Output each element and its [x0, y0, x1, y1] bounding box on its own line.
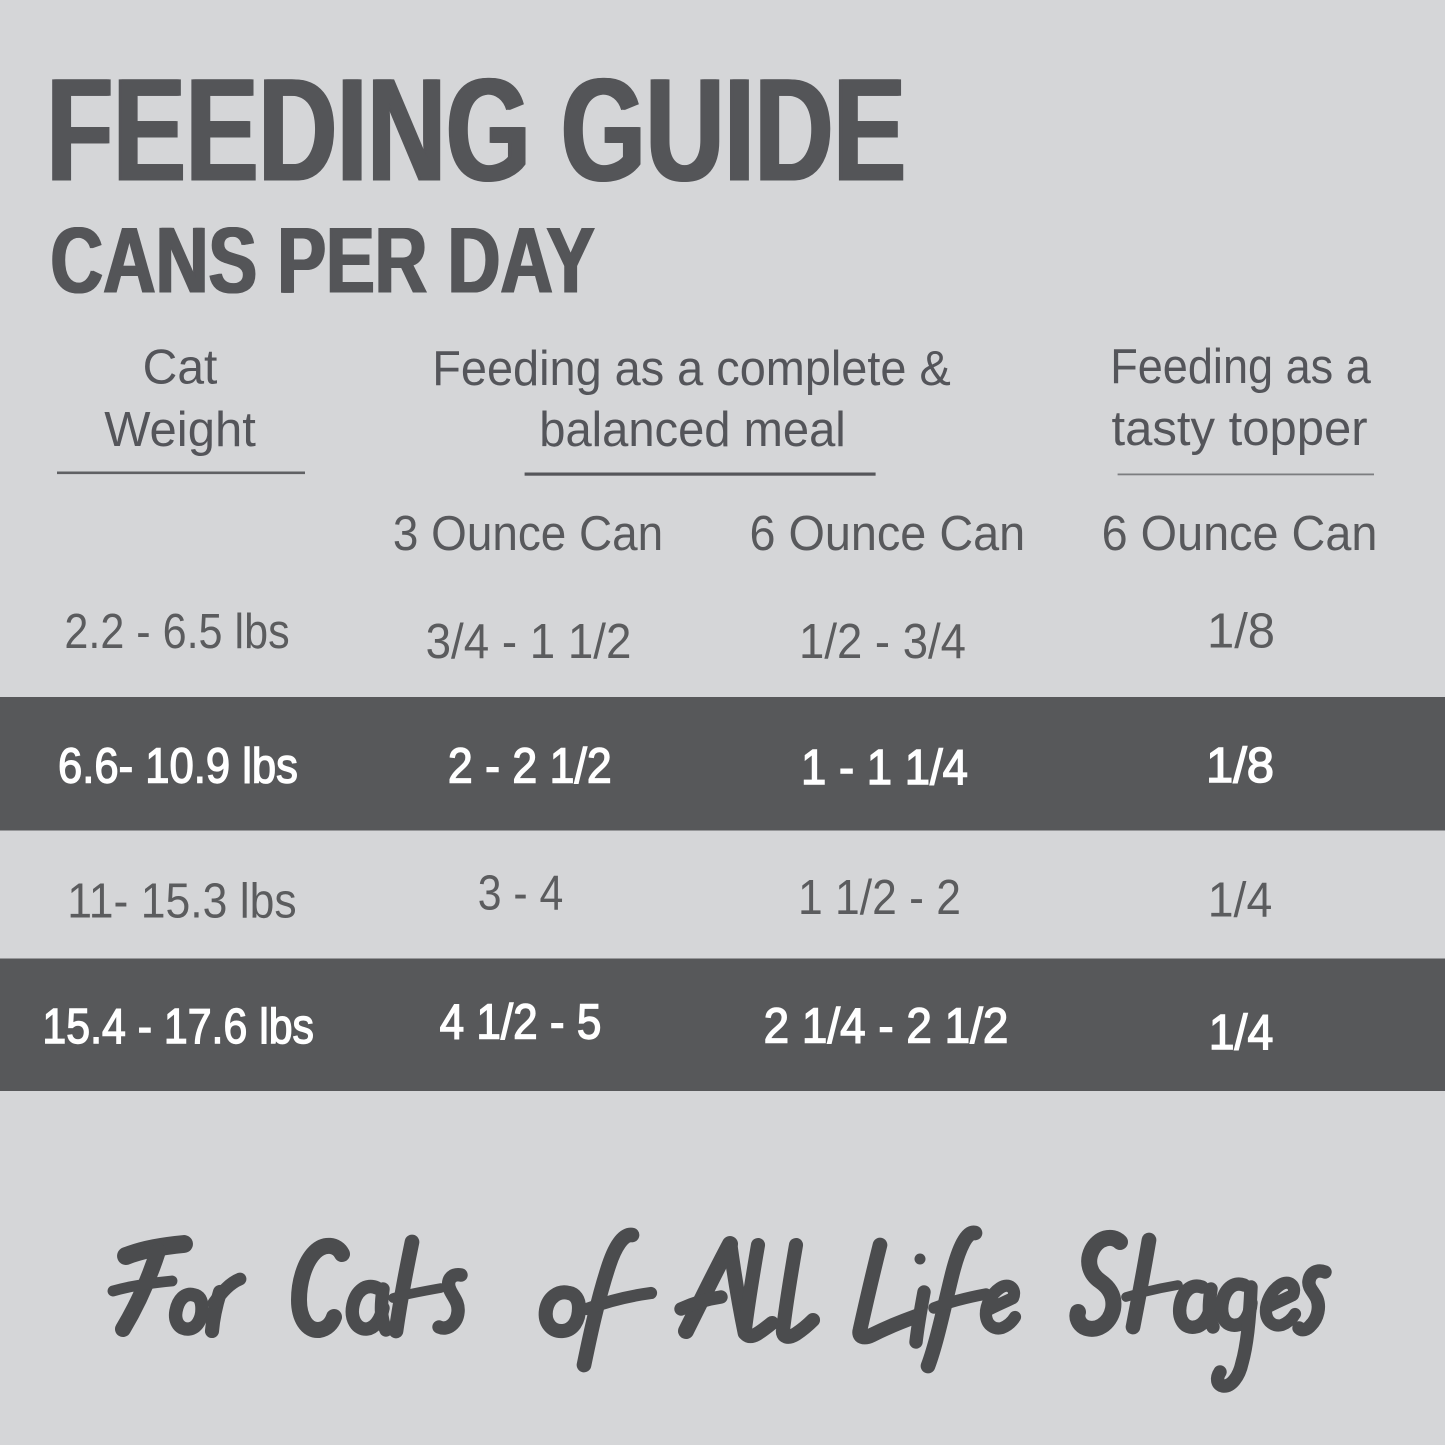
svg-text:1/4: 1/4 — [1208, 873, 1272, 927]
svg-text:FEEDING GUIDE: FEEDING GUIDE — [48, 49, 907, 213]
svg-text:1/2 - 3/4: 1/2 - 3/4 — [799, 614, 966, 669]
svg-text:6 Ounce Can: 6 Ounce Can — [749, 507, 1025, 561]
svg-text:2.2 - 6.5 lbs: 2.2 - 6.5 lbs — [64, 603, 289, 658]
svg-text:CANS PER DAY: CANS PER DAY — [52, 208, 597, 313]
svg-text:6 Ounce Can: 6 Ounce Can — [1102, 507, 1378, 561]
svg-text:6.6- 10.9 lbs: 6.6- 10.9 lbs — [58, 738, 298, 793]
svg-text:CANS PER DAY: CANS PER DAY — [50, 208, 595, 313]
svg-text:1 - 1 1/4: 1 - 1 1/4 — [801, 740, 968, 795]
svg-text:Cat: Cat — [143, 340, 218, 395]
svg-text:4 1/2 - 5: 4 1/2 - 5 — [440, 994, 602, 1049]
svg-text:11- 15.3 lbs: 11- 15.3 lbs — [67, 874, 296, 928]
svg-text:2 1/4 - 2 1/2: 2 1/4 - 2 1/2 — [764, 999, 1009, 1054]
svg-text:1/4: 1/4 — [1209, 1006, 1273, 1060]
svg-text:1 1/2 - 2: 1 1/2 - 2 — [798, 870, 961, 924]
svg-text:Feeding as a: Feeding as a — [1110, 338, 1371, 393]
svg-text:1/8: 1/8 — [1206, 739, 1274, 793]
svg-text:tasty topper: tasty topper — [1111, 402, 1367, 456]
svg-text:Feeding as a complete &: Feeding as a complete & — [432, 342, 951, 396]
svg-text:CANS PER DAY: CANS PER DAY — [49, 208, 594, 313]
svg-text:2 - 2 1/2: 2 - 2 1/2 — [448, 738, 612, 792]
svg-text:3/4 - 1 1/2: 3/4 - 1 1/2 — [426, 615, 632, 670]
svg-text:3 Ounce Can: 3 Ounce Can — [393, 507, 663, 562]
svg-text:Weight: Weight — [104, 403, 256, 457]
svg-text:15.4 - 17.6 lbs: 15.4 - 17.6 lbs — [42, 998, 314, 1053]
svg-text:3 - 4: 3 - 4 — [478, 865, 564, 920]
svg-text:balanced meal: balanced meal — [539, 402, 846, 457]
svg-text:FEEDING GUIDE: FEEDING GUIDE — [47, 49, 906, 213]
svg-text:1/8: 1/8 — [1207, 605, 1275, 659]
svg-text:FEEDING GUIDE: FEEDING GUIDE — [45, 49, 904, 213]
